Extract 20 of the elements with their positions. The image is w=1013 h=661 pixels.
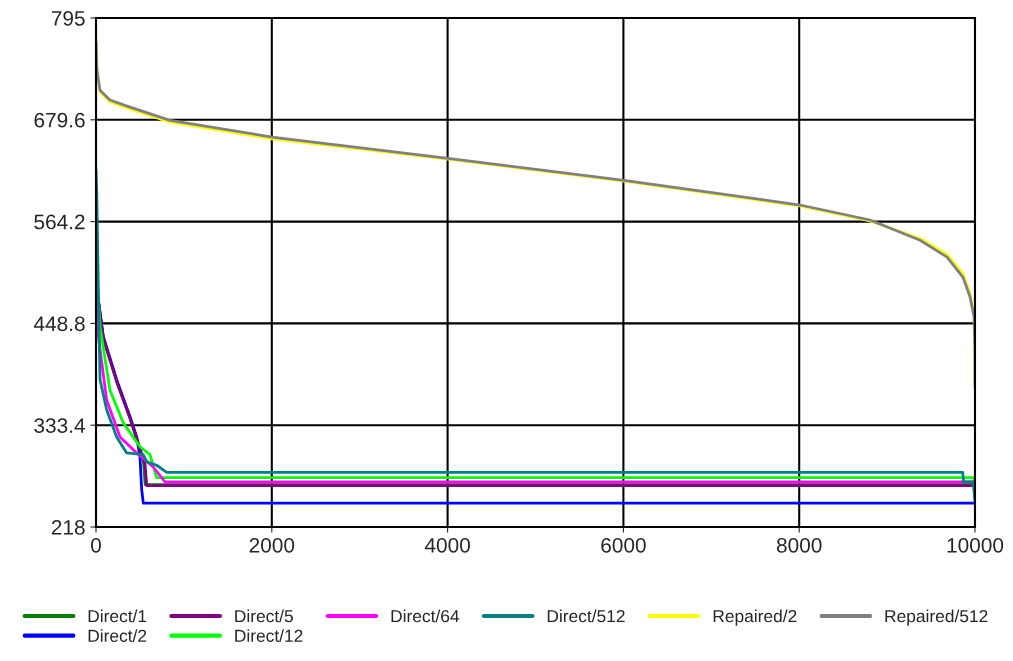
y-tick-label: 448.8 <box>33 316 85 332</box>
legend-label: Repaired/2 <box>713 609 797 626</box>
x-tick-label: 0 <box>91 537 101 553</box>
x-tick-label: 6000 <box>601 537 646 553</box>
x-tick-label: 10000 <box>947 537 1004 553</box>
legend-label: Direct/64 <box>391 609 460 623</box>
y-tick-label: 564.2 <box>34 214 85 230</box>
x-tick-label: 4000 <box>424 537 470 553</box>
x-tick-label: 8000 <box>776 537 822 553</box>
y-tick-label: 218 <box>51 520 85 535</box>
y-tick-label: 795 <box>51 11 85 26</box>
legend-label: Direct/5 <box>235 609 293 623</box>
legend-label: Repaired/512 <box>885 609 988 626</box>
legend-label: Direct/12 <box>235 629 303 642</box>
x-tick-label: 2000 <box>249 537 295 553</box>
legend-label: Direct/1 <box>88 609 147 623</box>
legend-label: Direct/512 <box>547 609 625 623</box>
y-tick-label: 679.6 <box>34 112 85 128</box>
legend-label: Direct/2 <box>88 629 147 642</box>
y-tick-label: 333.4 <box>34 418 85 433</box>
